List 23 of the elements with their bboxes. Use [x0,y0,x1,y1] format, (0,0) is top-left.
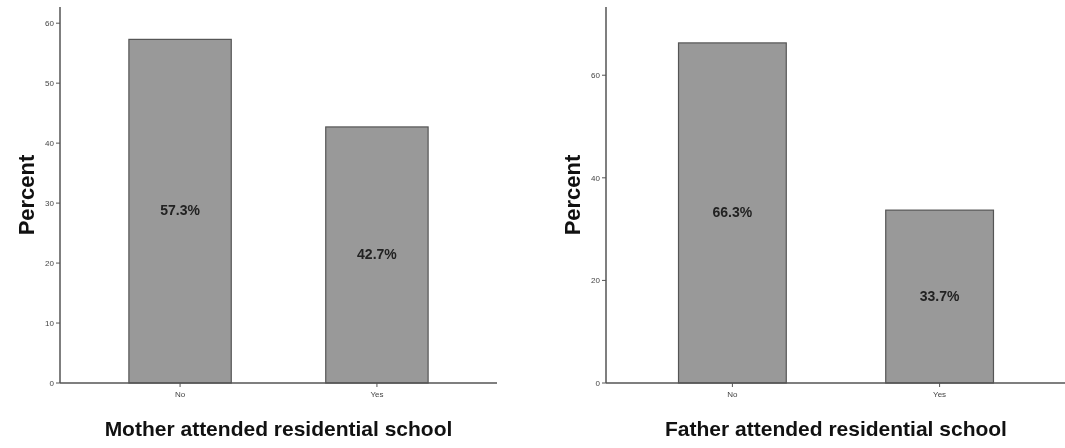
y-tick-label: 50 [45,79,55,89]
data-label: 66.3% [712,203,753,220]
data-label: 57.3% [160,202,201,219]
y-tick-label: 0 [49,379,55,388]
data-label: 33.7% [919,287,960,304]
y-axis-title: Percent [14,153,39,236]
x-axis-title: Father attended residential school [665,417,1007,440]
x-tick-label: Yes [933,390,947,399]
y-tick-label: 0 [595,379,601,388]
x-axis-title: Mother attended residential school [104,417,453,440]
y-tick-label: 10 [45,319,55,329]
y-tick-label: 60 [591,71,601,81]
y-tick-label: 40 [591,173,601,183]
x-tick-label: No [174,390,186,399]
y-tick-label: 30 [45,199,55,209]
y-tick-label: 60 [45,19,55,29]
y-tick-label: 20 [45,259,55,269]
x-tick-label: Yes [370,390,384,399]
y-axis-title: Percent [560,153,585,236]
x-tick-label: No [727,390,739,399]
y-tick-label: 40 [45,139,55,149]
y-tick-label: 20 [591,276,601,286]
data-label: 42.7% [357,245,398,262]
